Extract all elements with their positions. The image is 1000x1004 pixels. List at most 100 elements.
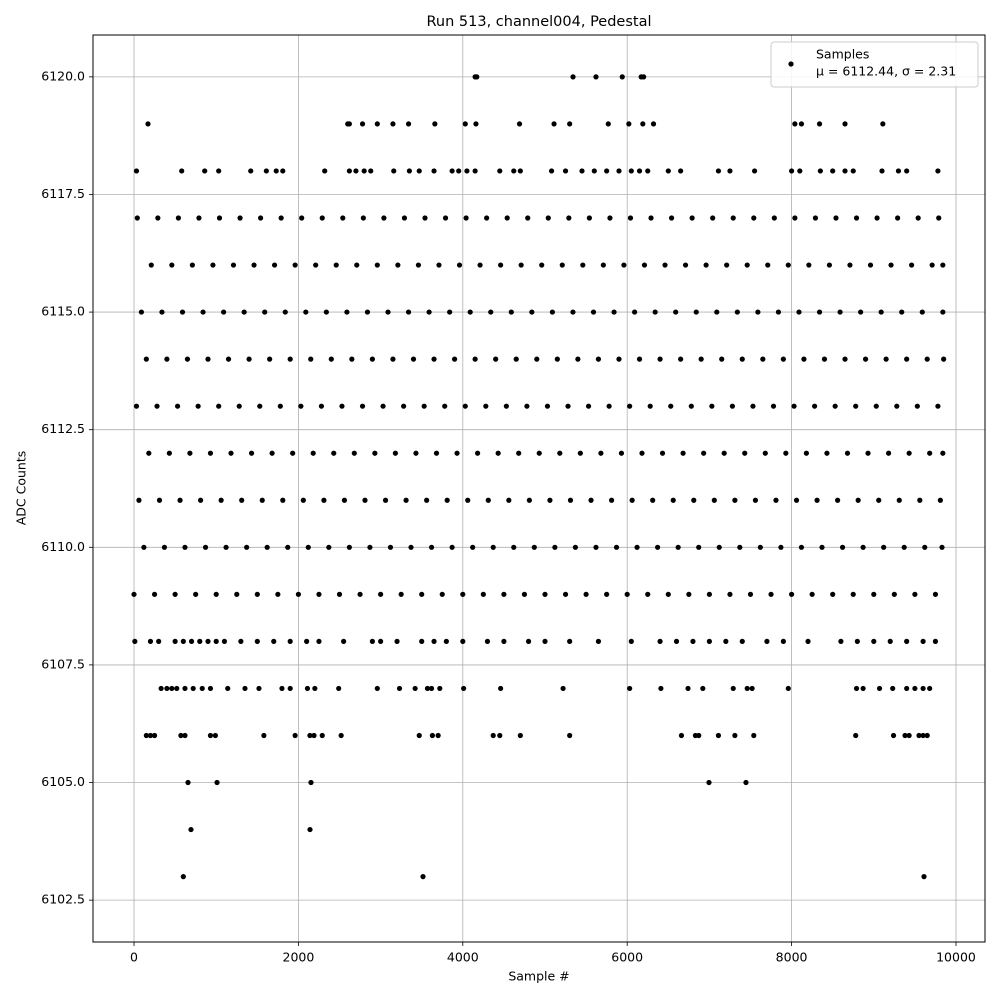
point	[739, 356, 745, 362]
point	[328, 356, 334, 362]
point	[336, 685, 342, 692]
point	[195, 403, 201, 409]
point	[682, 262, 689, 268]
point	[428, 544, 435, 550]
point	[391, 168, 397, 174]
point	[420, 874, 426, 880]
point	[412, 685, 418, 692]
point	[833, 215, 839, 221]
point	[706, 779, 712, 786]
point	[874, 215, 880, 221]
x-tick-label: 6000	[611, 950, 643, 965]
point	[921, 874, 927, 880]
point	[940, 450, 946, 456]
point	[406, 168, 412, 174]
point	[143, 732, 149, 739]
point	[805, 638, 811, 644]
point	[511, 544, 517, 550]
point	[341, 497, 348, 503]
point	[912, 591, 918, 597]
point	[816, 309, 823, 315]
point	[216, 215, 223, 221]
point	[387, 544, 394, 550]
point	[207, 450, 214, 456]
point	[298, 403, 304, 409]
point	[369, 356, 375, 362]
point	[526, 497, 532, 503]
point	[604, 591, 610, 597]
point	[639, 450, 645, 456]
point	[917, 497, 923, 503]
point	[826, 262, 833, 268]
point	[290, 450, 296, 456]
point	[242, 685, 248, 692]
point	[182, 544, 188, 550]
point	[621, 262, 627, 268]
point	[904, 685, 910, 692]
point	[151, 591, 158, 597]
point	[312, 685, 318, 692]
points-layer	[131, 74, 947, 880]
point	[442, 403, 448, 409]
point	[551, 121, 557, 127]
point	[199, 685, 205, 692]
point	[853, 732, 859, 739]
point	[501, 638, 507, 644]
y-tick-label: 6107.5	[41, 656, 85, 671]
point	[374, 685, 380, 692]
point	[768, 591, 774, 597]
point	[254, 638, 260, 644]
point	[724, 262, 730, 268]
point	[316, 591, 322, 597]
point	[721, 450, 727, 456]
point	[860, 685, 866, 692]
point	[431, 638, 437, 644]
point	[143, 356, 149, 362]
point	[534, 356, 540, 362]
point	[706, 638, 712, 644]
point	[908, 262, 915, 268]
point	[570, 74, 576, 80]
point	[147, 732, 154, 739]
point	[164, 356, 170, 362]
point	[710, 215, 716, 221]
point	[493, 356, 499, 362]
point	[812, 215, 819, 221]
point	[727, 591, 733, 597]
point	[228, 450, 234, 456]
point	[303, 309, 309, 315]
point	[941, 356, 947, 362]
point	[269, 450, 275, 456]
point	[760, 356, 766, 362]
point	[405, 121, 412, 127]
point	[835, 497, 841, 503]
point	[927, 450, 933, 456]
point	[424, 497, 430, 503]
point	[780, 356, 786, 362]
point	[565, 403, 571, 409]
point	[858, 309, 864, 315]
point	[175, 215, 182, 221]
point	[749, 685, 755, 692]
point	[460, 638, 466, 644]
point	[237, 215, 243, 221]
point	[470, 544, 476, 550]
point	[246, 356, 252, 362]
point	[451, 356, 458, 362]
point	[935, 168, 941, 174]
point	[640, 121, 646, 127]
point	[416, 168, 422, 174]
y-tick-label: 6112.5	[41, 421, 85, 436]
point	[477, 262, 483, 268]
point	[729, 403, 736, 409]
point	[906, 732, 912, 739]
point	[273, 168, 279, 174]
point	[360, 215, 366, 221]
point	[435, 732, 441, 739]
point	[305, 544, 311, 550]
point	[662, 262, 668, 268]
point	[189, 262, 195, 268]
point	[751, 732, 757, 739]
point	[474, 450, 481, 456]
point	[218, 497, 224, 503]
